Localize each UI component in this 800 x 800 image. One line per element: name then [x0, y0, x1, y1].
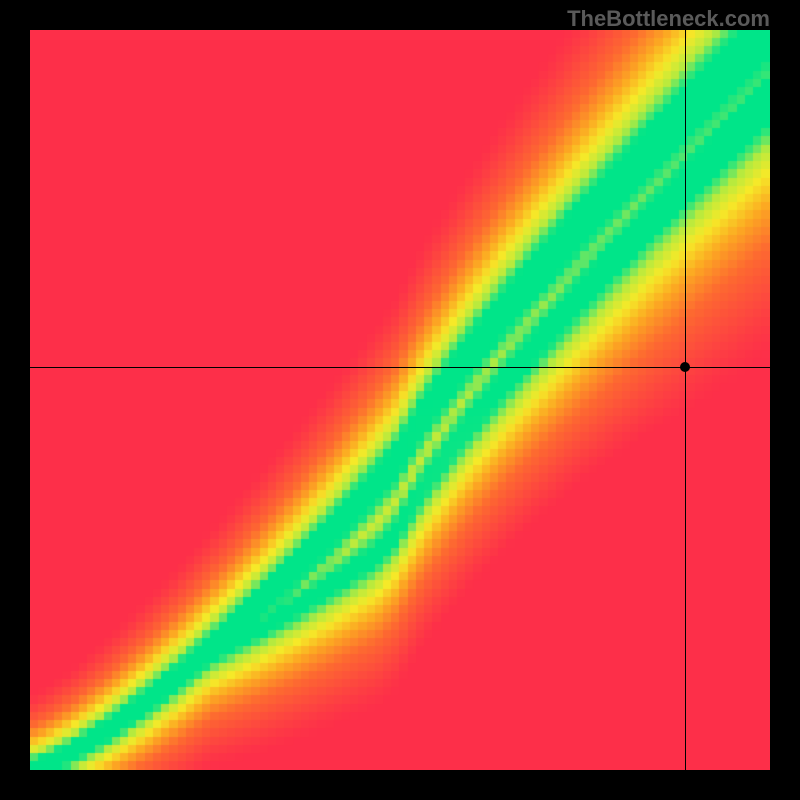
heatmap-plot [30, 30, 770, 770]
crosshair-horizontal [30, 367, 770, 368]
watermark-text: TheBottleneck.com [567, 6, 770, 32]
crosshair-vertical [685, 30, 686, 770]
heatmap-canvas [30, 30, 770, 770]
crosshair-marker[interactable] [680, 362, 690, 372]
